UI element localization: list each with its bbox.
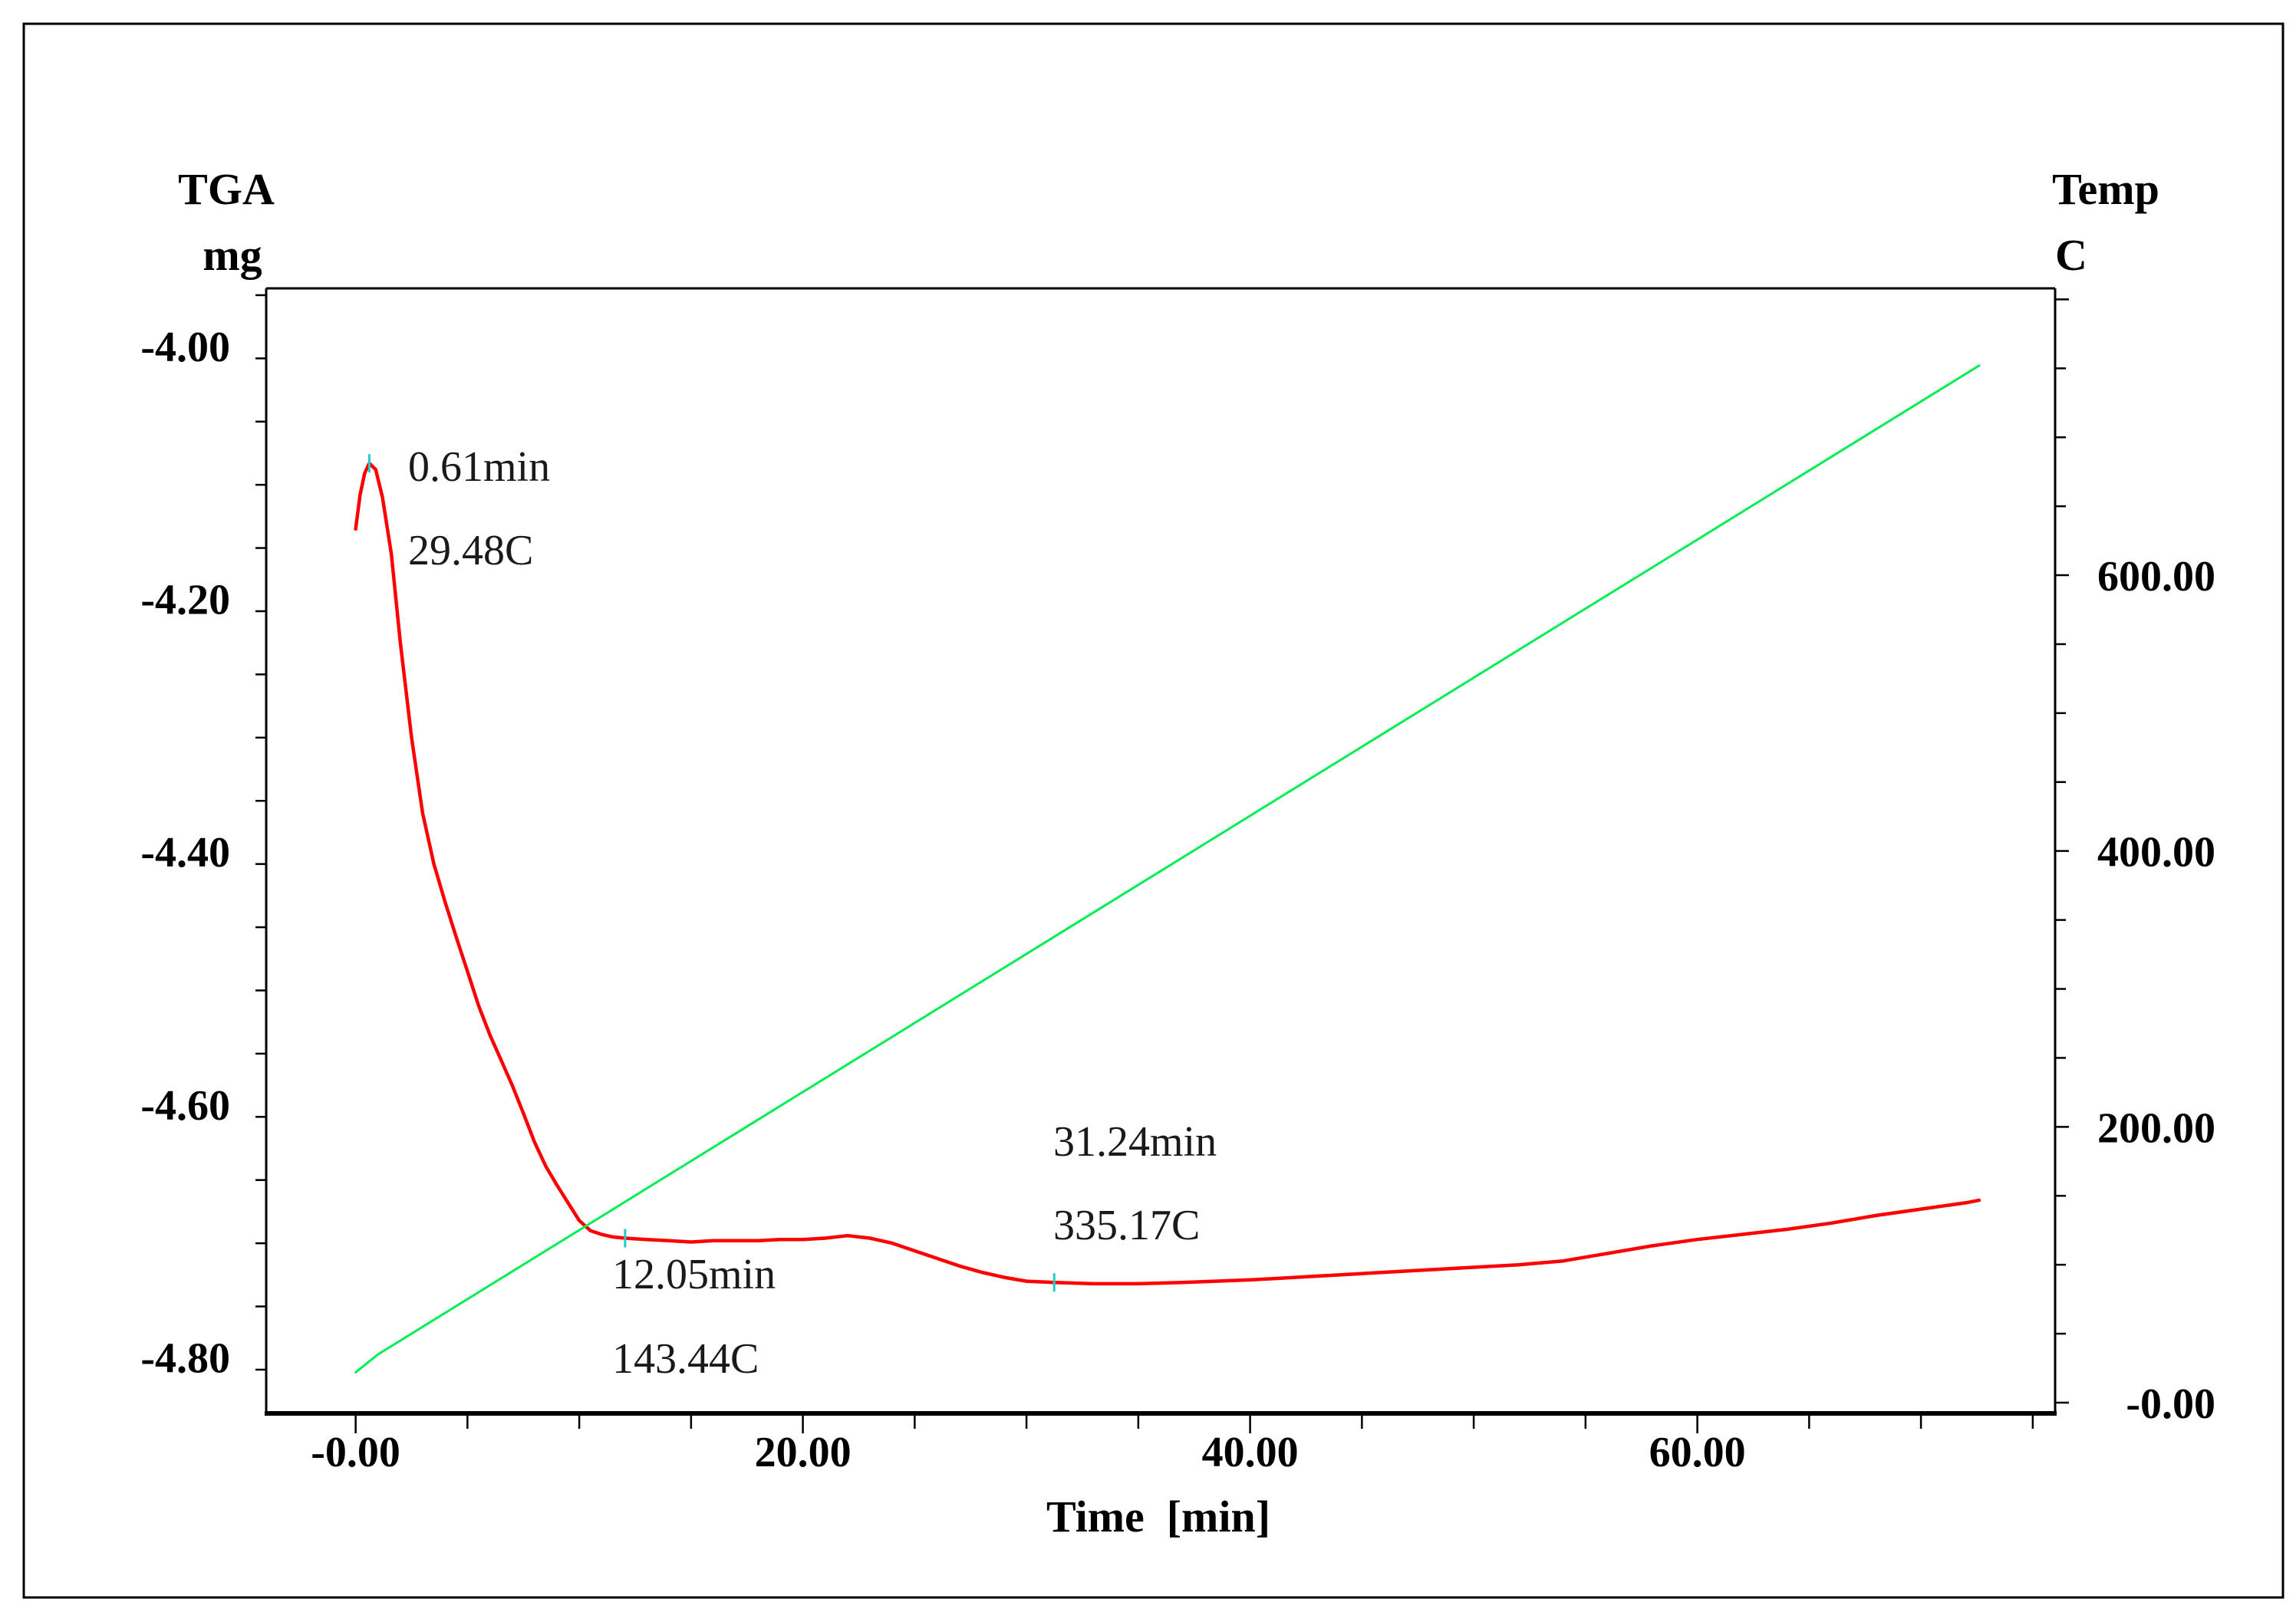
left-y-tick-label: -4.60: [140, 1082, 230, 1130]
ticks: [255, 294, 2069, 1433]
left-y-tick-label: -4.20: [140, 576, 230, 623]
right-y-tick-label: 400.00: [2097, 829, 2215, 877]
x-tick-label: -0.00: [311, 1429, 400, 1476]
right-y-tick-label: 600.00: [2097, 553, 2215, 600]
left-y-tick-label: -4.80: [140, 1334, 230, 1382]
right-y-tick-label: 200.00: [2097, 1104, 2215, 1152]
annotation-1-time: 0.61min: [408, 443, 550, 491]
axis-titles: TGA mg Temp C Time [min]: [178, 164, 2159, 1541]
series: [354, 364, 1981, 1374]
annotation-2-temp: 143.44C: [612, 1335, 759, 1383]
annotation-2-time: 12.05min: [612, 1251, 776, 1298]
x-tick-label: 20.00: [755, 1429, 852, 1476]
annotations: 0.61min 29.48C 12.05min 143.44C 31.24min…: [408, 443, 1217, 1383]
x-tick-label: 40.00: [1202, 1429, 1299, 1476]
left-y-tick-label: -4.00: [140, 324, 230, 371]
x-tick-label: 60.00: [1649, 1429, 1746, 1476]
figure-border: [22, 22, 2284, 1599]
annotation-3-time: 31.24min: [1053, 1118, 1217, 1166]
right-y-tick-label: -0.00: [2126, 1380, 2215, 1428]
temp-series-line: [354, 364, 1981, 1374]
markers: [367, 454, 1056, 1292]
tga-series-line: [354, 461, 1981, 1286]
x-axis-title: Time [min]: [1046, 1492, 1270, 1541]
left-y-tick-label: -4.40: [140, 829, 230, 877]
annotation-3-temp: 335.17C: [1053, 1202, 1200, 1249]
left-axis-title-line2: mg: [203, 230, 262, 280]
tick-labels: -0.00 20.00 40.00 60.00 -4.00 -4.20 -4.40 -4.60…: [140, 324, 2215, 1476]
right-axis-title-line1: Temp: [2052, 164, 2159, 214]
annotation-1-temp: 29.48C: [408, 527, 533, 574]
right-axis-title-line2: C: [2055, 230, 2087, 280]
left-axis-title-line1: TGA: [178, 164, 275, 214]
